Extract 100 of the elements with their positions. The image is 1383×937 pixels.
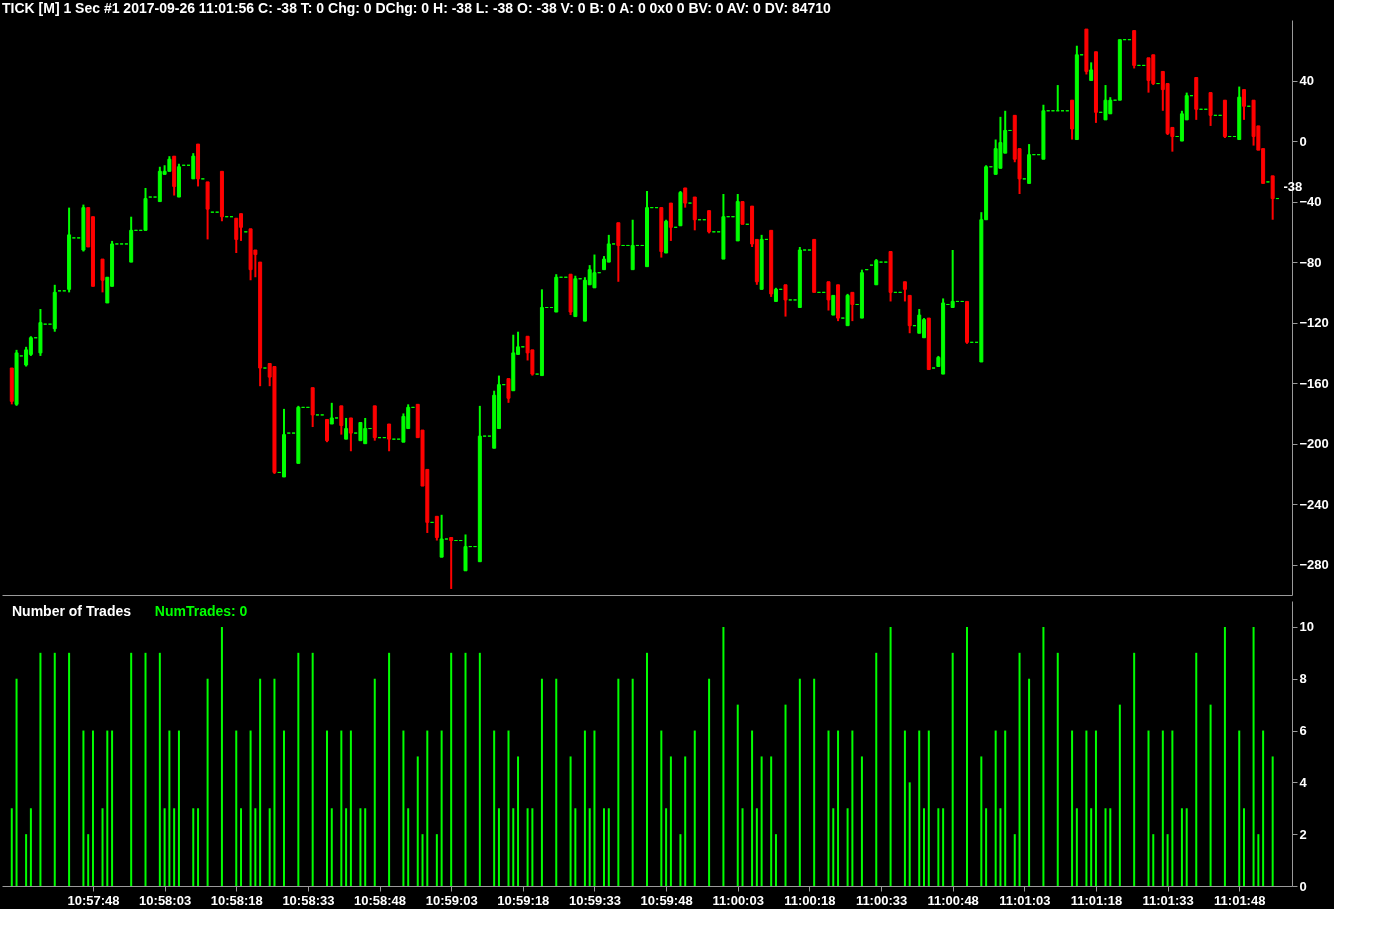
bar [1004, 730, 1007, 886]
candlestick [387, 423, 392, 453]
candlestick [902, 280, 907, 303]
bar [741, 808, 744, 886]
bar [708, 678, 711, 886]
bar [53, 652, 56, 886]
bar [101, 808, 104, 886]
bar [755, 808, 758, 886]
bar [111, 730, 114, 886]
bar [507, 730, 510, 886]
bar [349, 730, 352, 886]
bar [1252, 626, 1255, 886]
candlestick [329, 401, 334, 426]
x-tick-label: 11:01:48 [1214, 892, 1266, 908]
x-tick-label: 10:59:48 [640, 892, 693, 908]
y-tick-label: −280 [1299, 557, 1329, 573]
bar [388, 652, 391, 886]
bar [359, 808, 362, 886]
bar [1223, 626, 1226, 886]
bar [192, 808, 195, 886]
bar [130, 652, 133, 886]
candlestick [1270, 174, 1275, 221]
bar [1161, 730, 1164, 886]
bar [722, 626, 725, 886]
bar [966, 626, 968, 886]
candlestick [950, 249, 955, 309]
bar [173, 808, 176, 886]
candlestick [592, 253, 597, 289]
bar [197, 808, 200, 886]
bar [497, 808, 500, 886]
bar [1238, 730, 1241, 886]
bar [999, 808, 1002, 886]
y-tick-label: 2 [1299, 826, 1307, 842]
candlestick [449, 536, 454, 590]
bar [784, 704, 787, 886]
bar [994, 730, 997, 886]
bar [297, 652, 300, 886]
bar [1104, 808, 1107, 886]
bar [889, 626, 892, 886]
bar [1180, 808, 1183, 886]
bar [770, 756, 773, 886]
bar [665, 808, 668, 886]
bar [340, 730, 343, 886]
bar [927, 730, 930, 886]
bar [29, 808, 32, 886]
bar [1018, 652, 1021, 886]
bar [669, 756, 672, 886]
bar [531, 808, 534, 886]
bar [1171, 730, 1174, 886]
candlestick [1089, 61, 1094, 82]
bar [684, 756, 687, 886]
x-tick-label: 11:00:18 [784, 892, 836, 908]
x-tick-label: 10:59:03 [425, 892, 478, 908]
bar [1209, 704, 1212, 886]
bar [574, 808, 577, 886]
bar [1133, 652, 1136, 886]
y-tick-label: 10 [1299, 619, 1314, 635]
bar [540, 678, 543, 886]
bar [416, 756, 419, 886]
bar [259, 678, 262, 886]
candlestick [506, 377, 511, 404]
bar [588, 808, 591, 886]
bar [1185, 808, 1188, 886]
candlestick [191, 152, 196, 180]
bar [1195, 652, 1198, 886]
bar [555, 678, 558, 886]
bar [1109, 808, 1112, 886]
candlestick [850, 291, 855, 323]
bar [1152, 834, 1155, 886]
y-tick-label: −80 [1299, 254, 1322, 270]
bar [751, 730, 754, 886]
bar [345, 808, 348, 886]
bar [68, 652, 71, 886]
bar [1013, 834, 1016, 886]
bar [846, 808, 849, 886]
candlestick [325, 418, 329, 444]
y-tick-label: 6 [1299, 723, 1307, 739]
bar [1271, 756, 1274, 886]
bar [464, 652, 467, 886]
x-tick-label: 11:00:48 [927, 892, 979, 908]
bar [326, 730, 328, 886]
bar [774, 834, 777, 886]
candlestick [348, 416, 353, 453]
bar [918, 730, 921, 886]
bar [827, 730, 830, 886]
x-tick-label: 10:59:33 [568, 892, 621, 908]
y-tick-label: −160 [1299, 375, 1329, 391]
bar [603, 808, 606, 886]
bar [1147, 730, 1150, 886]
bar [646, 652, 648, 886]
candlestick [707, 209, 712, 235]
bar [1166, 834, 1169, 886]
bar [798, 678, 801, 886]
x-tick-label: 11:01:18 [1070, 892, 1123, 908]
bar [1262, 730, 1265, 886]
bar [923, 808, 926, 886]
candlestick [831, 294, 836, 317]
bar [87, 834, 90, 886]
x-tick-label: 10:58:18 [210, 892, 263, 908]
candlestick [740, 200, 745, 226]
